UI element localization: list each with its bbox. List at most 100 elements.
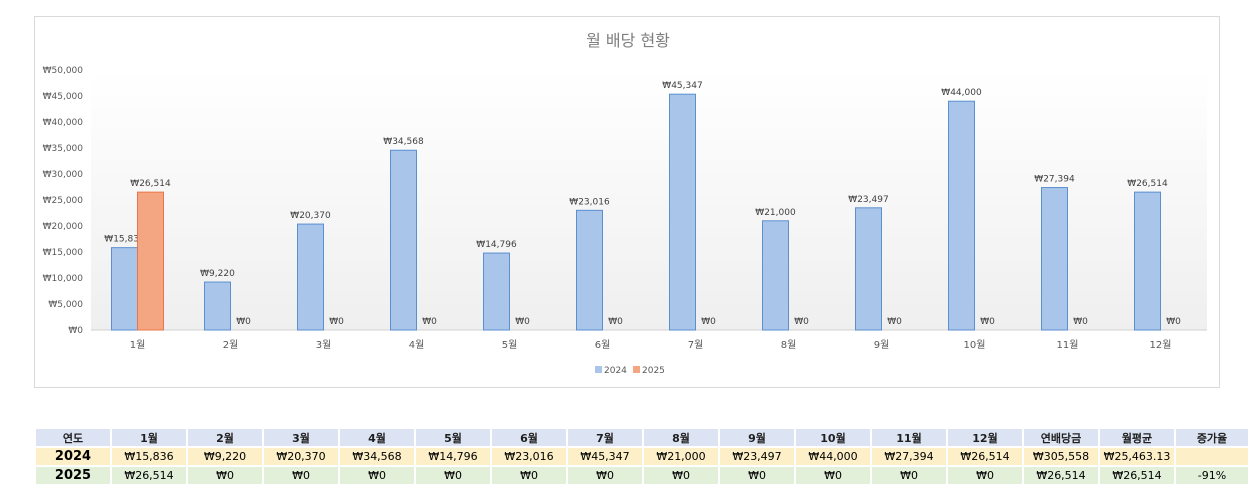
legend-label: 2024: [604, 366, 627, 376]
data-label-2025: ₩26,514: [130, 179, 171, 189]
table-header-cell: 1월: [112, 429, 186, 446]
bar-2024: [948, 100, 975, 331]
table-cell: ₩0: [720, 467, 794, 484]
table-cell: ₩26,514: [948, 448, 1022, 465]
bar-2024: [297, 223, 324, 331]
y-tick-label: ₩0: [68, 326, 83, 336]
data-label-2024: ₩21,000: [755, 208, 796, 218]
table-header-cell: 4월: [340, 429, 414, 446]
bar-2024: [576, 209, 603, 331]
table-cell: ₩23,016: [492, 448, 566, 465]
data-label-2024: ₩23,497: [848, 195, 888, 205]
bar-2024: [855, 207, 882, 331]
table-cell: ₩34,568: [340, 448, 414, 465]
data-label-2025: ₩0: [887, 317, 902, 327]
data-label-2024: ₩26,514: [1127, 179, 1168, 189]
y-tick-label: ₩10,000: [43, 274, 84, 284]
table-cell: ₩0: [416, 467, 490, 484]
x-tick-label: 8월: [781, 339, 797, 351]
x-tick-label: 1월: [130, 339, 146, 351]
x-tick-label: 3월: [316, 339, 332, 351]
y-tick-label: ₩30,000: [43, 170, 84, 180]
data-label-2025: ₩0: [1166, 317, 1181, 327]
bar-2024: [204, 281, 231, 331]
bar-2024: [762, 220, 789, 331]
table-header-cell: 증가율: [1176, 429, 1248, 446]
x-tick-label: 6월: [595, 339, 611, 351]
table-header-cell: 연도: [36, 429, 110, 446]
data-label-2024: ₩34,568: [383, 137, 424, 147]
table-cell: ₩23,497: [720, 448, 794, 465]
table-cell: ₩15,836: [112, 448, 186, 465]
x-tick-label: 2월: [223, 339, 239, 351]
table-cell: ₩27,394: [872, 448, 946, 465]
y-tick-label: ₩15,000: [43, 248, 84, 258]
table-header-cell: 8월: [644, 429, 718, 446]
data-label-2025: ₩0: [329, 317, 344, 327]
legend-label: 2025: [642, 366, 665, 376]
bar-2024: [1041, 187, 1068, 331]
table-header-cell: 11월: [872, 429, 946, 446]
table-header-cell: 10월: [796, 429, 870, 446]
data-label-2024: ₩9,220: [200, 269, 235, 279]
y-tick-label: ₩5,000: [48, 300, 83, 310]
data-label-2025: ₩0: [422, 317, 437, 327]
plot-background: [91, 70, 1207, 330]
y-tick-label: ₩25,000: [43, 196, 84, 206]
data-label-2025: ₩0: [236, 317, 251, 327]
bar-2024: [669, 93, 696, 331]
year-cell: 2024: [36, 448, 110, 465]
table-header-cell: 2월: [188, 429, 262, 446]
data-label-2025: ₩0: [794, 317, 809, 327]
data-label-2024: ₩44,000: [941, 88, 982, 98]
table-cell: ₩26,514: [1024, 467, 1098, 484]
y-tick-label: ₩40,000: [43, 118, 84, 128]
table-header-cell: 7월: [568, 429, 642, 446]
chart-title: 월 배당 현황: [586, 31, 670, 50]
table-header-cell: 3월: [264, 429, 338, 446]
bar-2024: [483, 252, 510, 331]
table-cell: ₩25,463.13: [1100, 448, 1174, 465]
data-label-2025: ₩0: [1073, 317, 1088, 327]
table-header-row: 연도 1월 2월 3월 4월 5월 6월 7월 8월 9월 10월 11월 12월 연배당금 월평균 증가율: [36, 429, 1248, 446]
table-header-cell: 9월: [720, 429, 794, 446]
data-label-2024: ₩20,370: [290, 211, 331, 221]
table-cell: ₩44,000: [796, 448, 870, 465]
table-header-cell: 6월: [492, 429, 566, 446]
table-cell: ₩0: [340, 467, 414, 484]
table-cell: ₩0: [568, 467, 642, 484]
bar-2024: [1134, 191, 1161, 331]
bar-2024: [390, 149, 417, 331]
table-row: 2024 ₩15,836 ₩9,220 ₩20,370 ₩34,568 ₩14,796 ₩2…: [36, 448, 1248, 465]
table-row: 2025 ₩26,514 ₩0 ₩0 ₩0 ₩0 ₩0 ₩0 ₩0 ₩0 ₩0 ₩0 ₩0 ₩26,514…: [36, 467, 1248, 484]
table-header-cell: 12월: [948, 429, 1022, 446]
legend-swatch: [633, 366, 640, 373]
table-cell: ₩0: [492, 467, 566, 484]
bar-2025: [137, 191, 164, 331]
table-cell: ₩20,370: [264, 448, 338, 465]
data-label-2025: ₩0: [980, 317, 995, 327]
data-label-2024: ₩27,394: [1034, 175, 1075, 185]
year-cell: 2025: [36, 467, 110, 484]
table-cell: ₩0: [948, 467, 1022, 484]
table-header-cell: 5월: [416, 429, 490, 446]
y-tick-label: ₩50,000: [43, 66, 84, 76]
table-cell: ₩45,347: [568, 448, 642, 465]
table-cell: -91%: [1176, 467, 1248, 484]
table-cell: ₩14,796: [416, 448, 490, 465]
table-cell: ₩305,558: [1024, 448, 1098, 465]
x-tick-label: 4월: [409, 339, 425, 351]
dividend-table: 연도 1월 2월 3월 4월 5월 6월 7월 8월 9월 10월 11월 12월 연배당금 월평균 증가율 …: [34, 427, 1250, 486]
table-cell: ₩21,000: [644, 448, 718, 465]
data-label-2025: ₩0: [701, 317, 716, 327]
dividend-bar-chart: 월 배당 현황 ₩0 ₩5,000 ₩10,000 ₩15,000 ₩20,000 ₩25,…: [43, 31, 1207, 376]
table-cell: ₩26,514: [1100, 467, 1174, 484]
data-label-2025: ₩0: [515, 317, 530, 327]
x-tick-label: 5월: [502, 339, 518, 351]
x-tick-label: 11월: [1057, 339, 1079, 351]
x-tick-label: 10월: [964, 339, 986, 351]
data-label-2025: ₩0: [608, 317, 623, 327]
table-cell: ₩0: [872, 467, 946, 484]
table-cell: ₩0: [796, 467, 870, 484]
y-tick-label: ₩45,000: [43, 92, 84, 102]
